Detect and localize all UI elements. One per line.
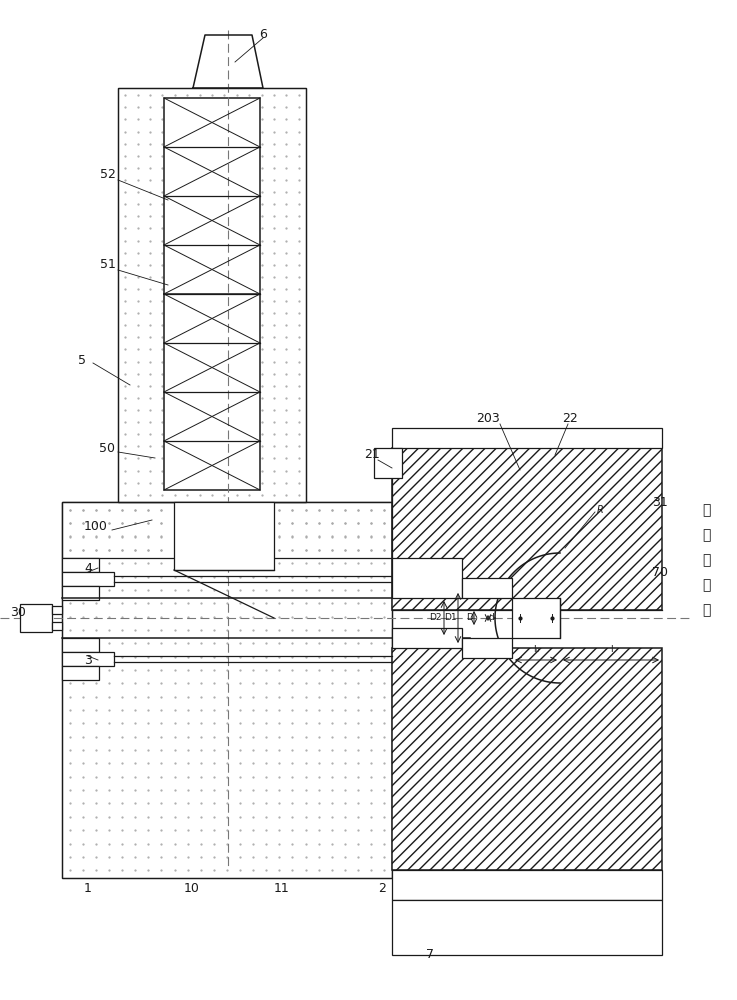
Bar <box>52 622 62 630</box>
Bar <box>62 652 114 666</box>
Text: 第: 第 <box>702 503 710 517</box>
Bar <box>62 572 114 586</box>
Bar <box>62 638 99 652</box>
Text: 52: 52 <box>100 168 116 182</box>
Text: 二: 二 <box>702 528 710 542</box>
Bar <box>174 502 274 570</box>
Text: 31: 31 <box>652 495 668 508</box>
Bar <box>392 628 462 648</box>
Text: 烧: 烧 <box>702 578 710 592</box>
Text: 6: 6 <box>259 28 267 41</box>
Bar <box>62 586 99 600</box>
Text: 3: 3 <box>84 654 92 666</box>
Text: D: D <box>466 613 473 622</box>
Text: 51: 51 <box>100 258 116 271</box>
Text: 50: 50 <box>99 442 115 454</box>
Text: 2: 2 <box>378 882 386 894</box>
Text: 22: 22 <box>562 412 578 424</box>
Bar <box>62 502 392 558</box>
Text: 7: 7 <box>426 948 434 962</box>
Bar <box>164 98 260 490</box>
Bar <box>52 606 62 614</box>
Bar <box>62 666 99 680</box>
Text: 21: 21 <box>364 448 380 462</box>
Bar <box>392 428 662 448</box>
Text: 203: 203 <box>476 412 500 424</box>
Bar <box>392 870 662 900</box>
Bar <box>462 638 512 658</box>
Text: 30: 30 <box>10 605 26 618</box>
Bar <box>62 502 392 878</box>
Text: 4: 4 <box>84 562 92 574</box>
Text: 1: 1 <box>84 882 92 894</box>
Bar <box>392 448 662 610</box>
Bar <box>392 558 462 598</box>
Text: l₀: l₀ <box>533 645 539 654</box>
Text: 11: 11 <box>274 882 290 894</box>
Text: l: l <box>609 645 612 654</box>
Bar <box>62 558 99 572</box>
Bar <box>118 88 306 502</box>
Text: D2: D2 <box>430 613 442 622</box>
Bar <box>374 448 402 478</box>
Bar <box>62 502 392 878</box>
Text: R: R <box>597 505 604 515</box>
Text: 燃: 燃 <box>702 553 710 567</box>
Bar <box>462 578 512 598</box>
Text: 100: 100 <box>84 520 108 534</box>
Bar <box>392 648 662 870</box>
Text: 5: 5 <box>78 354 86 366</box>
Bar <box>512 598 560 638</box>
Text: 70: 70 <box>652 566 668 578</box>
Text: d: d <box>489 613 495 622</box>
Bar <box>20 604 52 632</box>
Bar <box>118 88 306 502</box>
Text: 区: 区 <box>702 603 710 617</box>
Bar <box>392 900 662 955</box>
Text: 10: 10 <box>184 882 200 894</box>
Text: D1: D1 <box>444 613 457 622</box>
